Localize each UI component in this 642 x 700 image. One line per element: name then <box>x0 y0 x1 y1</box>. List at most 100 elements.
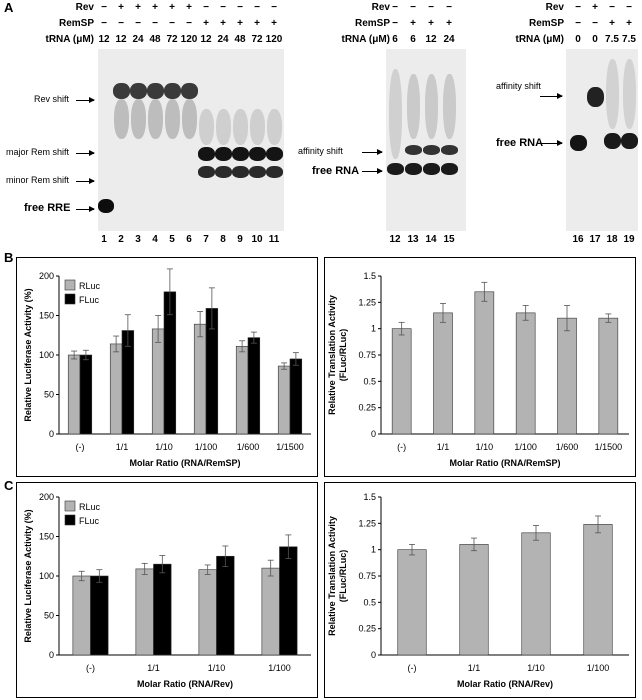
gel1-rev-cell: − <box>271 2 277 13</box>
rev-shift-band <box>181 83 198 99</box>
free-rna-band <box>441 163 458 175</box>
bar-ratio <box>583 524 613 656</box>
y-tick-label: 1 <box>371 324 376 334</box>
gel1-minor-label: minor Rem shift <box>6 175 70 185</box>
gel2-lane-number: 14 <box>425 234 437 245</box>
gel2-rev-cell: − <box>446 2 452 13</box>
ladder-smear <box>389 69 402 159</box>
minor-rem-band <box>215 166 232 178</box>
legend-label-fluc: FLuc <box>79 295 100 305</box>
affinity-shift-band <box>405 145 422 155</box>
y-axis-title-line1: Relative Translation Activity <box>327 295 337 415</box>
gel1-remsp-cell: − <box>118 18 124 29</box>
gel1-image <box>98 49 284 231</box>
major-rem-band <box>215 147 232 161</box>
bar-rluc <box>193 323 207 435</box>
x-category-label: (-) <box>397 442 406 452</box>
gel1-lane-number: 10 <box>251 234 263 245</box>
gel1-free-arrow <box>76 206 95 212</box>
y-tick-label: 150 <box>39 532 54 542</box>
y-tick-label: 0 <box>371 650 376 660</box>
upper-smear <box>407 74 420 139</box>
gel1-rev-cell: + <box>186 2 192 13</box>
gel1-minor-arrow <box>76 178 95 184</box>
major-rem-band <box>249 147 266 161</box>
gel2-affinity-arrow <box>362 149 383 155</box>
x-category-label: (-) <box>408 663 417 673</box>
gel3-trna-cell: 7.5 <box>605 34 619 45</box>
minor-rem-band <box>249 166 266 178</box>
gel1-remsp-cell: − <box>152 18 158 29</box>
gel3-rev-cell: − <box>609 2 615 13</box>
x-category-label: 1/600 <box>237 442 260 452</box>
major-rem-band <box>198 147 215 161</box>
upper-smear <box>425 74 438 139</box>
gel3-affinity-label: affinity shift <box>496 81 541 91</box>
rem-upper-smear <box>250 109 265 145</box>
free-rre-band <box>98 199 114 213</box>
bar-rluc <box>67 354 81 435</box>
y-tick-label: 0 <box>49 650 54 660</box>
chart-c-left: 0 50 100 150 200 (-) 1/1 1/10 1/100 Molar Ratio (… <box>16 482 318 698</box>
y-tick-label: 1.5 <box>363 271 376 281</box>
free-rna-band <box>570 135 587 151</box>
rev-smear <box>165 99 180 139</box>
x-category-label: 1/1 <box>468 663 481 673</box>
bar-ratio <box>474 291 495 435</box>
major-rem-band <box>266 147 283 161</box>
bar-fluc <box>90 575 109 656</box>
gel2-free-arrow <box>362 168 383 174</box>
rem-upper-smear <box>199 109 214 145</box>
gel1-remsp-cell: − <box>101 18 107 29</box>
y-tick-label: 0 <box>49 429 54 439</box>
gel1-rev-cell: − <box>254 2 260 13</box>
gel1-trna-cell: 24 <box>132 34 144 45</box>
rem-upper-smear <box>233 109 248 145</box>
bar-rluc <box>235 346 249 435</box>
legend-swatch-fluc <box>64 514 76 526</box>
gel2-lane-number: 12 <box>389 234 401 245</box>
gel1-remsp-cell: + <box>254 18 260 29</box>
gel3-lane-number: 16 <box>572 234 584 245</box>
gel1-rev-cell: + <box>118 2 124 13</box>
gel2-image <box>386 49 466 231</box>
gel2-remsp-cell: + <box>428 18 434 29</box>
y-tick-label: 0 <box>371 429 376 439</box>
rev-smear <box>114 99 129 139</box>
rev-shift-band <box>587 87 604 107</box>
bar-fluc <box>79 354 93 435</box>
x-category-label: (-) <box>86 663 95 673</box>
x-category-label: 1/10 <box>155 442 173 452</box>
y-tick-label: 1.25 <box>358 518 376 528</box>
panel-c-label: C <box>4 478 14 493</box>
legend-swatch-rluc <box>64 279 76 291</box>
legend-label-fluc: FLuc <box>79 516 100 526</box>
minor-rem-band <box>198 166 215 178</box>
gel3-trna-cell: 0 <box>592 34 598 45</box>
gel3-remsp-cell: − <box>592 18 598 29</box>
gel3-remsp-cell: − <box>575 18 581 29</box>
gel1-lane-number: 2 <box>118 234 124 245</box>
gel2-free-label: free RNA <box>312 165 360 177</box>
gel2-rev-cell: − <box>392 2 398 13</box>
gel2-trna-cell: 6 <box>410 34 416 45</box>
gel1-rev-shift-arrow <box>76 97 95 103</box>
y-tick-label: 1.5 <box>363 492 376 502</box>
chart-b-left: 0 50 100 150 200 (-) 1/1 1/10 1/100 1/600 1/1500 Mo… <box>16 257 318 477</box>
x-category-label: 1/1 <box>437 442 450 452</box>
chart-b-right: 0 0.25 0.5 0.75 1 1.25 1.5 (-) 1/1 1/10 1/100 1/600… <box>324 257 636 477</box>
gel3-free-label: free RNA <box>496 137 544 149</box>
x-category-label: 1/100 <box>587 663 610 673</box>
y-tick-label: 200 <box>39 271 54 281</box>
gel1-trna-cell: 120 <box>265 34 283 45</box>
gel1-rev-cell: − <box>203 2 209 13</box>
chart-b-right-svg: 0 0.25 0.5 0.75 1 1.25 1.5 (-) 1/1 1/10 1/100 1/600… <box>327 271 629 468</box>
gel1-remsp-cell: − <box>169 18 175 29</box>
x-category-label: 1/1500 <box>276 442 304 452</box>
minor-rem-band <box>266 166 283 178</box>
bar-ratio <box>397 549 427 656</box>
gel1-rev-shift-label: Rev shift <box>34 94 70 104</box>
upper-smear <box>443 74 456 139</box>
y-tick-label: 1 <box>371 545 376 555</box>
y-axis-title-line2: (FLuc/RLuc) <box>338 329 348 382</box>
